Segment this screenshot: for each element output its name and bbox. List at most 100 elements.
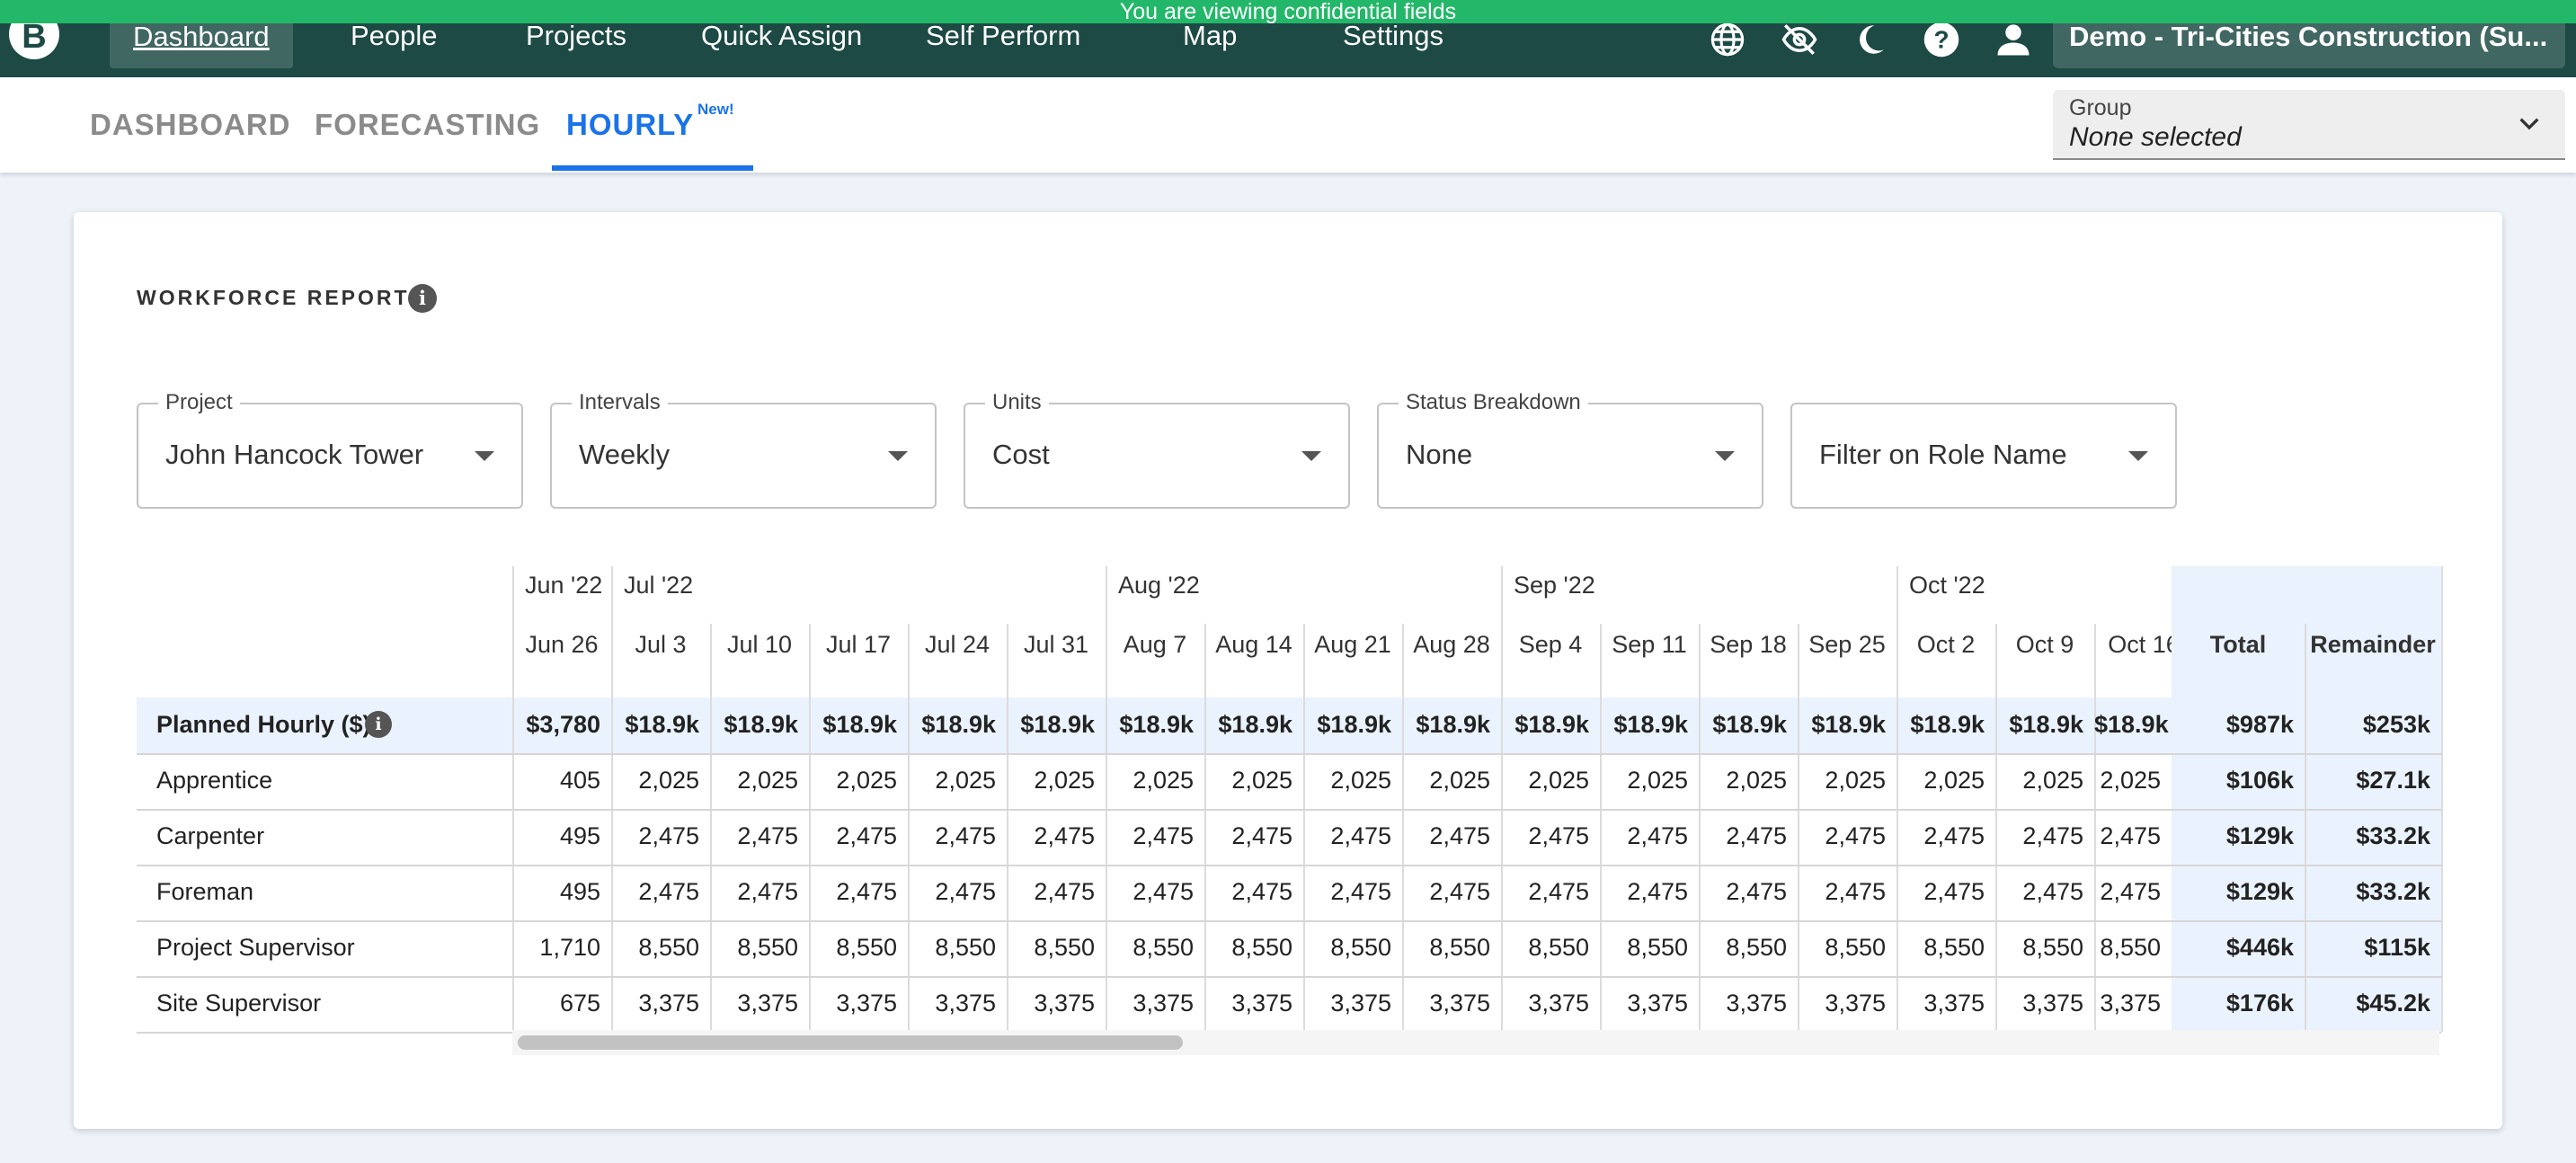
planned-remainder: $253k [2362, 711, 2430, 738]
role-cell: 2,025 [1330, 767, 1391, 794]
intervals-select[interactable]: Intervals Weekly [550, 390, 937, 509]
report-title: WORKFORCE REPORT [137, 286, 410, 309]
column-divider [908, 624, 910, 1032]
role-cell: 3,375 [1528, 990, 1589, 1017]
project-select[interactable]: Project John Hancock Tower [137, 390, 523, 509]
role-cell: 2,475 [2100, 878, 2161, 905]
project-label: Project [158, 390, 240, 415]
eye-off-icon[interactable] [1780, 20, 1819, 59]
dropdown-arrow-icon [475, 451, 494, 461]
planned-cell: $18.9k [2009, 711, 2083, 738]
role-total: $129k [2225, 878, 2294, 905]
role-cell: 2,025 [2100, 767, 2161, 794]
role-cell: 8,550 [1330, 934, 1391, 961]
info-icon[interactable]: i [365, 711, 392, 738]
dropdown-arrow-icon [2128, 451, 2148, 461]
globe-icon[interactable] [1708, 20, 1747, 59]
help-icon[interactable]: ? [1922, 20, 1961, 59]
planned-hourly-label: Planned Hourly ($) [156, 711, 371, 738]
role-total: $446k [2225, 934, 2294, 961]
role-total: $106k [2225, 767, 2294, 794]
role-cell: 2,475 [836, 878, 897, 905]
month-header: Jul '22 [624, 572, 694, 599]
role-cell: 495 [559, 822, 600, 849]
role-cell: 2,025 [1231, 767, 1292, 794]
role-cell: 3,375 [935, 990, 996, 1017]
nav-map[interactable]: Map [1183, 20, 1238, 51]
status-breakdown-label: Status Breakdown [1399, 390, 1588, 415]
week-header: Oct 2 [1916, 631, 1976, 658]
column-divider [2441, 566, 2443, 1032]
nav-dashboard[interactable]: Dashboard [110, 16, 293, 68]
nav-projects[interactable]: Projects [526, 20, 626, 51]
units-label: Units [985, 390, 1049, 415]
role-cell: 2,475 [1231, 822, 1292, 849]
planned-cell: $18.9k [1515, 711, 1589, 738]
role-cell: 2,025 [1726, 767, 1787, 794]
planned-cell: $3,780 [526, 711, 600, 738]
week-header: Jul 10 [726, 631, 793, 658]
moon-icon[interactable] [1850, 20, 1889, 59]
role-cell: 8,550 [1627, 934, 1688, 961]
column-divider [710, 624, 712, 1032]
svg-text:?: ? [1933, 26, 1949, 54]
tab-hourly[interactable]: HOURLY [566, 108, 695, 141]
intervals-label: Intervals [572, 390, 668, 415]
role-cell: 2,475 [935, 878, 996, 905]
role-cell: 2,475 [2100, 822, 2161, 849]
intervals-value: Weekly [579, 439, 671, 470]
column-divider [1995, 624, 1997, 1032]
active-tab-indicator [552, 165, 753, 171]
role-cell: 3,375 [836, 990, 897, 1017]
units-value: Cost [992, 439, 1050, 470]
user-icon[interactable] [1994, 20, 2033, 59]
week-header: Aug 21 [1314, 631, 1391, 658]
column-divider [1204, 624, 1206, 1032]
role-filter-select[interactable]: Filter on Role Name [1790, 403, 2177, 509]
group-label: Group [2069, 95, 2132, 120]
role-cell: 2,475 [1330, 878, 1391, 905]
column-divider [1402, 624, 1404, 1032]
role-cell: 405 [559, 767, 600, 794]
role-cell: 2,475 [638, 822, 699, 849]
role-cell: 2,475 [1133, 878, 1194, 905]
role-cell: 2,025 [1627, 767, 1688, 794]
week-header: Sep 18 [1710, 631, 1787, 658]
role-cell: 2,025 [2022, 767, 2083, 794]
role-cell: 8,550 [1923, 934, 1985, 961]
tab-forecasting[interactable]: FORECASTING [315, 108, 541, 141]
units-select[interactable]: Units Cost [964, 390, 1350, 509]
role-cell: 2,475 [737, 822, 798, 849]
role-cell: 8,550 [1429, 934, 1490, 961]
nav-settings[interactable]: Settings [1343, 20, 1444, 51]
column-divider [1798, 624, 1799, 1032]
column-divider [809, 624, 811, 1032]
group-select[interactable]: Group None selected [2053, 90, 2565, 160]
total-header: Total [2209, 631, 2267, 658]
role-cell: 8,550 [737, 934, 798, 961]
column-divider [1896, 566, 1898, 1032]
role-cell: 8,550 [1034, 934, 1095, 961]
nav-self-perform[interactable]: Self Perform [926, 20, 1081, 51]
horizontal-scrollbar[interactable] [518, 1035, 1183, 1050]
tab-dashboard[interactable]: DASHBOARD [90, 108, 291, 141]
role-cell: 3,375 [1330, 990, 1391, 1017]
week-header: Aug 7 [1123, 631, 1187, 658]
role-cell: 2,025 [1825, 767, 1886, 794]
status-breakdown-select[interactable]: Status Breakdown None [1377, 390, 1763, 509]
role-cell: 3,375 [737, 990, 798, 1017]
planned-row-bg [137, 697, 2441, 753]
dropdown-arrow-icon [1715, 451, 1735, 461]
role-cell: 2,025 [1528, 767, 1589, 794]
role-cell: 8,550 [2100, 934, 2161, 961]
nav-people[interactable]: People [351, 20, 438, 51]
role-cell: 2,025 [935, 767, 996, 794]
planned-cell: $18.9k [1811, 711, 1886, 738]
role-cell: 8,550 [836, 934, 897, 961]
role-cell: 3,375 [1627, 990, 1688, 1017]
nav-quick-assign[interactable]: Quick Assign [701, 20, 863, 51]
week-header: Sep 11 [1612, 631, 1687, 658]
role-cell: 8,550 [1231, 934, 1292, 961]
info-icon[interactable]: i [408, 284, 437, 313]
week-header: Jul 17 [825, 631, 892, 658]
